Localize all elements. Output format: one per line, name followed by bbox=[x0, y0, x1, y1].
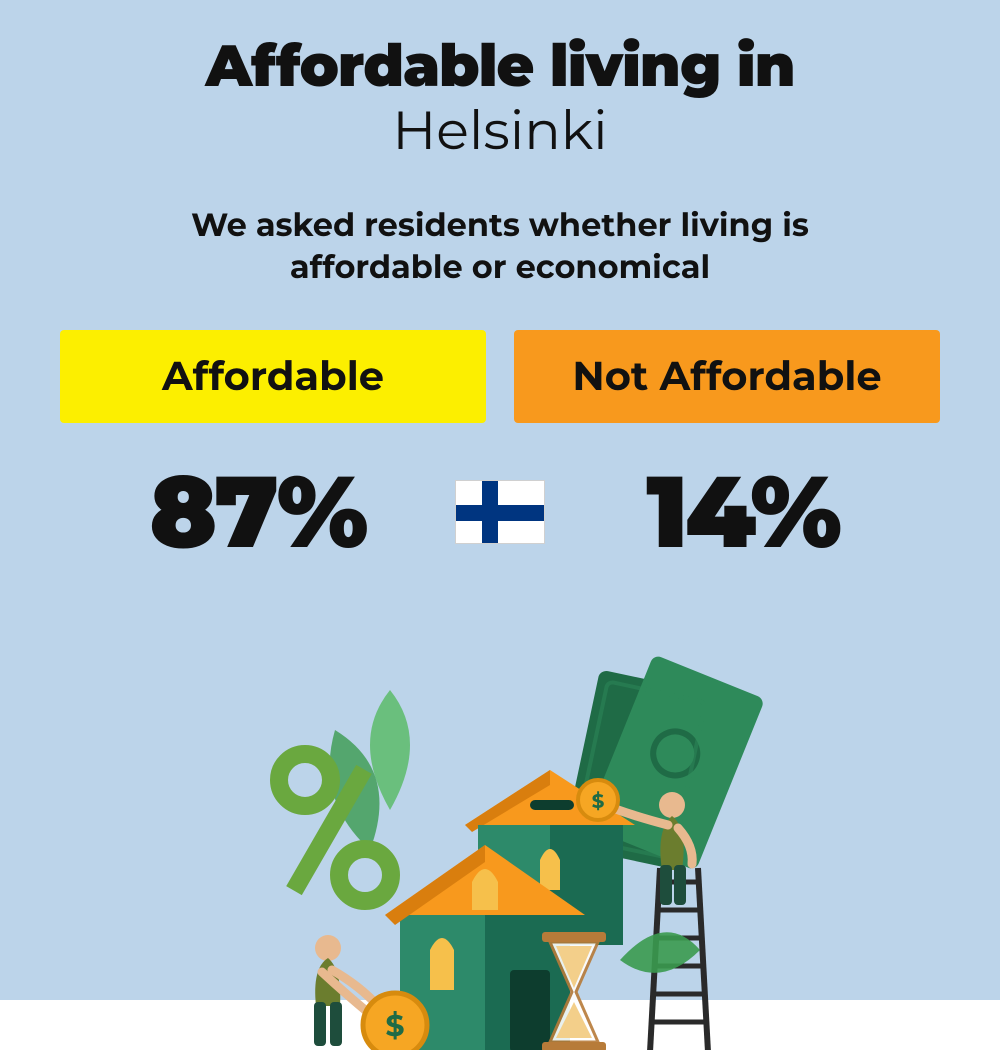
housing-illustration: $$ bbox=[220, 650, 780, 1050]
subtitle: We asked residents whether living is aff… bbox=[120, 205, 880, 288]
infographic-page: Affordable living in Helsinki We asked r… bbox=[0, 0, 1000, 1000]
title-line-2: Helsinki bbox=[392, 97, 607, 163]
housing-illustration-svg: $$ bbox=[220, 650, 780, 1050]
not-affordable-value: 14% bbox=[545, 451, 940, 573]
affordable-label: Affordable bbox=[162, 352, 384, 401]
flag-cross-horizontal bbox=[456, 505, 544, 521]
not-affordable-pill: Not Affordable bbox=[514, 330, 940, 423]
not-affordable-label: Not Affordable bbox=[572, 352, 881, 401]
finland-flag-icon bbox=[455, 480, 545, 544]
svg-text:$: $ bbox=[385, 1007, 404, 1044]
affordable-pill: Affordable bbox=[60, 330, 486, 423]
stats-row: 87% 14% bbox=[60, 451, 940, 573]
affordable-value: 87% bbox=[60, 451, 455, 573]
svg-text:$: $ bbox=[592, 790, 605, 814]
flag-cross-vertical bbox=[482, 481, 498, 543]
title-line-1: Affordable living in bbox=[206, 30, 795, 101]
options-row: Affordable Not Affordable bbox=[60, 330, 940, 423]
